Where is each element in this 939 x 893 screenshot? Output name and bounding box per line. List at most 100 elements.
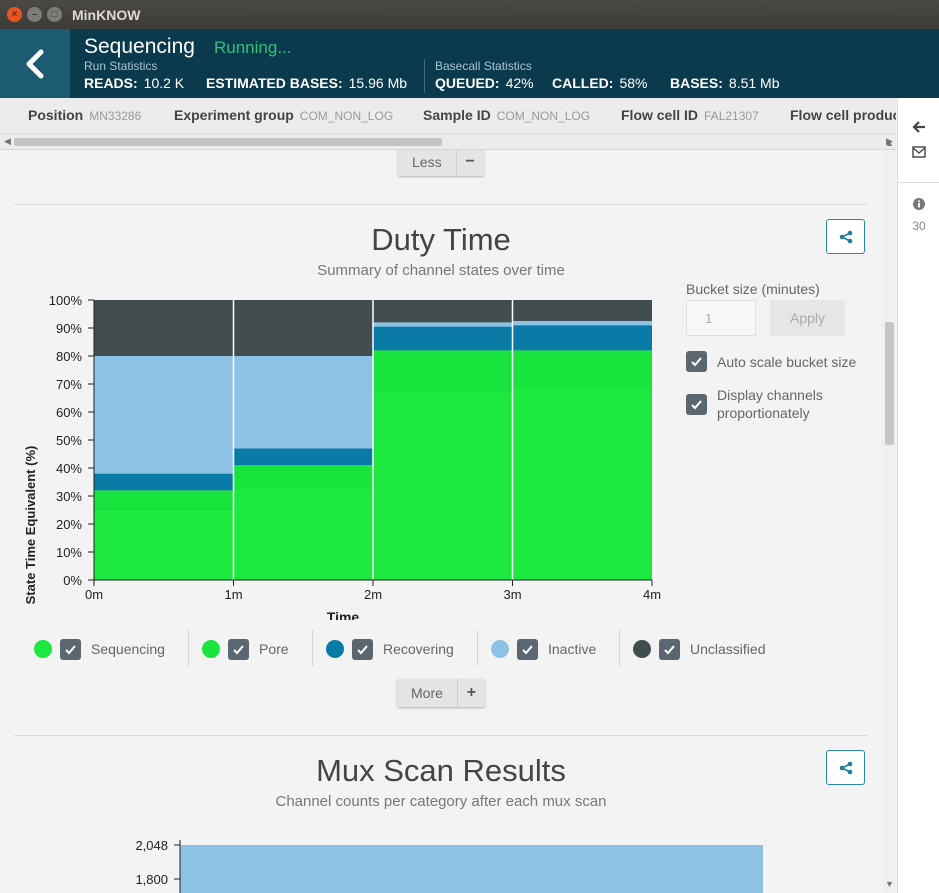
mux-scan-share-button[interactable] [826, 750, 865, 785]
legend-checkbox[interactable] [228, 638, 249, 660]
run-info-bar: Position MN33286 Experiment group COM_NON_… [0, 98, 896, 134]
legend-color-dot [491, 640, 509, 658]
bar-inactive-2-3m [373, 322, 513, 327]
window-title: MinKNOW [72, 7, 141, 23]
y-tick-label: 10% [56, 545, 82, 560]
called-stat: CALLED: 58% [552, 75, 648, 91]
legend-label: Inactive [548, 641, 597, 657]
more-button[interactable]: More + [397, 679, 485, 707]
display-proportionately-checkbox[interactable] [686, 394, 707, 415]
vertical-scrollbar[interactable]: ▲ ▼ [882, 138, 896, 893]
window-titlebar: × – □ MinKNOW [0, 0, 939, 29]
duty-time-share-button[interactable] [826, 219, 865, 254]
x-tick-label: 0m [85, 587, 103, 602]
x-tick-label: 2m [364, 587, 382, 602]
legend-label: Recovering [383, 641, 454, 657]
section-divider [14, 204, 868, 205]
minus-icon: − [465, 153, 475, 170]
legend-color-dot [633, 640, 651, 658]
legend-color-dot [202, 640, 220, 658]
scroll-down-arrow-icon[interactable]: ▼ [885, 879, 894, 889]
window-minimize-button[interactable]: – [27, 7, 42, 22]
estimated-bases-stat: ESTIMATED BASES: 15.96 Mb [206, 75, 408, 91]
horizontal-scroll-thumb[interactable] [14, 138, 442, 146]
vertical-scroll-thumb[interactable] [885, 322, 894, 445]
auto-scale-checkbox[interactable] [686, 351, 707, 372]
legend-checkbox[interactable] [352, 638, 373, 660]
checkmark-icon [65, 644, 76, 654]
page-title: Sequencing [84, 35, 195, 58]
scroll-left-arrow-icon[interactable]: ◀ [4, 136, 11, 146]
arrow-left-icon [912, 121, 925, 133]
bases-stat: BASES: 8.51 Mb [670, 75, 780, 91]
info-button[interactable] [910, 195, 928, 213]
duty-time-subtitle: Summary of channel states over time [317, 262, 565, 279]
legend-item-inactive[interactable]: Inactive [491, 638, 596, 660]
scroll-right-arrow-icon[interactable]: ▶ [886, 136, 893, 146]
share-icon [839, 761, 852, 774]
share-icon [839, 230, 852, 243]
less-button[interactable]: Less − [398, 150, 484, 176]
bar-pore-3-4m [512, 350, 652, 390]
bar-sequencing-2-3m [373, 393, 513, 580]
bar-unclassified-1-2m [233, 300, 373, 356]
legend-label: Sequencing [91, 641, 165, 657]
flow-cell-id-info: Flow cell ID FAL21307 [621, 107, 759, 123]
legend-color-dot [34, 640, 52, 658]
bar-sequencing-1-2m [233, 489, 373, 580]
bar-unclassified-2-3m [373, 300, 513, 323]
legend-checkbox[interactable] [659, 638, 680, 660]
apply-button[interactable]: Apply [770, 300, 845, 336]
duty-time-gridlines [232, 300, 514, 580]
display-proportionately-label: Display channels proportionately [717, 387, 823, 421]
legend-divider [477, 630, 478, 666]
bar-pore-2-3m [373, 350, 513, 394]
y-tick-label: 90% [56, 321, 82, 336]
bar-recovering-1-2m [233, 448, 373, 466]
window-maximize-button[interactable]: □ [47, 7, 62, 22]
messages-button[interactable] [910, 143, 928, 161]
legend-item-recovering[interactable]: Recovering [326, 638, 454, 660]
bar-inactive-0-1m [94, 356, 234, 474]
mux-scan-subtitle: Channel counts per category after each m… [275, 793, 607, 810]
y-tick-label: 20% [56, 517, 82, 532]
bucket-size-label: Bucket size (minutes) [686, 281, 820, 297]
duty-time-y-axis: 0% 10% 20% 30% 40% 50% 60% 70% 80% 90% 100% [49, 293, 95, 588]
y-tick-label: 50% [56, 433, 82, 448]
horizontal-scrollbar[interactable]: ◀ ▶ [0, 134, 896, 150]
checkmark-icon [664, 644, 675, 654]
checkmark-icon [691, 357, 702, 367]
bar-recovering-0-1m [94, 473, 234, 491]
legend-item-sequencing[interactable]: Sequencing [34, 638, 165, 660]
bucket-size-input[interactable]: 1 [686, 300, 756, 336]
window-close-button[interactable]: × [7, 7, 22, 22]
legend-item-pore[interactable]: Pore [202, 638, 289, 660]
bar-inactive-1-2m [233, 356, 373, 449]
y-tick-label: 30% [56, 489, 82, 504]
bar-sequencing-0-1m [94, 511, 234, 580]
mux-scan-chart: 2,048 1,800 [135, 838, 763, 893]
scroll-up-arrow-icon[interactable]: ▲ [885, 138, 894, 148]
side-panel-back-button[interactable] [910, 118, 928, 136]
legend-checkbox[interactable] [60, 638, 81, 660]
legend-item-unclassified[interactable]: Unclassified [633, 638, 765, 660]
x-tick-label: 3m [503, 587, 521, 602]
notification-count: 30 [912, 219, 926, 233]
y-tick-label: 80% [56, 349, 82, 364]
legend-divider [188, 630, 189, 666]
bar-recovering-2-3m [373, 326, 513, 351]
legend-checkbox[interactable] [517, 638, 538, 660]
queued-stat: QUEUED: 42% [435, 75, 534, 91]
back-button[interactable] [0, 29, 70, 98]
duty-time-x-axis-label: Time [327, 609, 360, 620]
legend-label: Pore [259, 641, 289, 657]
bar-unclassified-0-1m [94, 300, 234, 356]
mux-bar [180, 845, 763, 893]
section-divider [14, 735, 868, 736]
mux-scan-title: Mux Scan Results [316, 753, 566, 788]
duty-time-x-axis: 0m 1m 2m 3m 4m [85, 579, 661, 602]
sample-id-info: Sample ID COM_NON_LOG [423, 107, 591, 123]
run-status: Running... [214, 38, 292, 57]
reads-stat: READS: 10.2 K [84, 75, 185, 91]
mux-y-tick-label: 2,048 [135, 838, 168, 853]
